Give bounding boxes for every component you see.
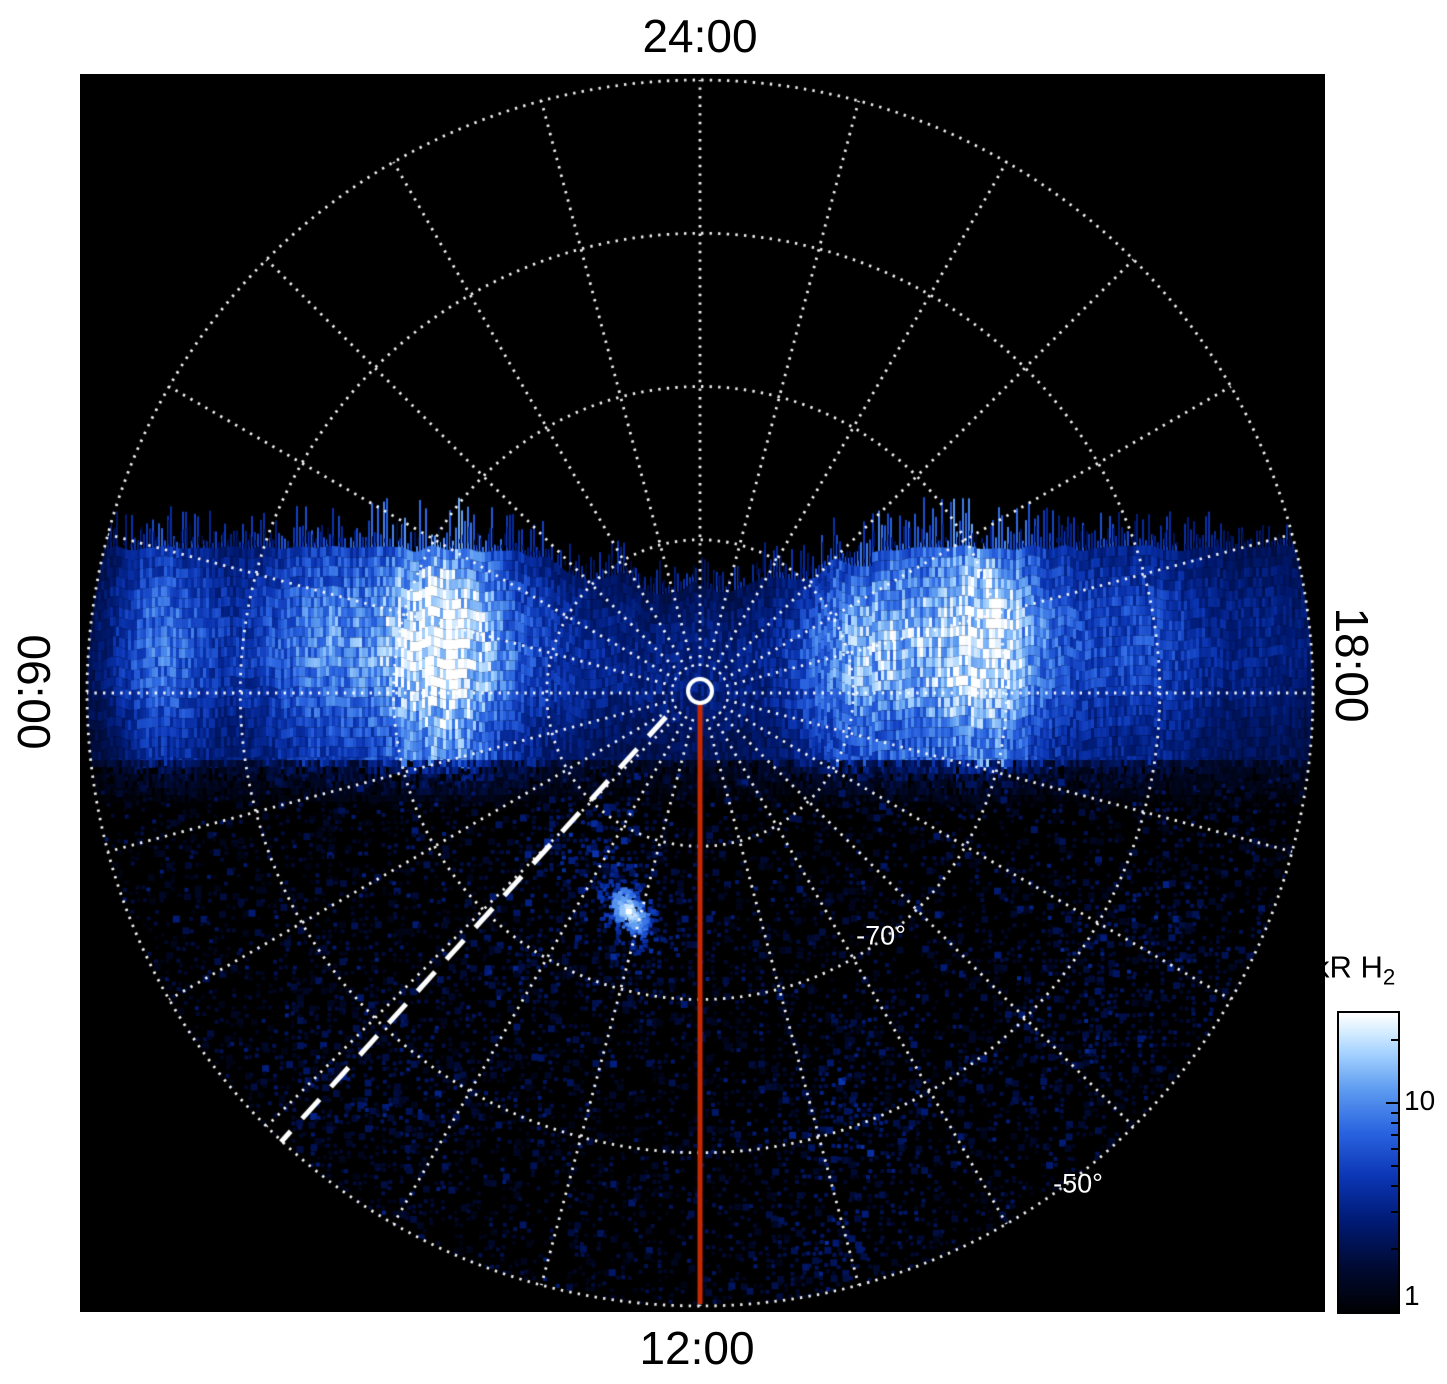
colorbar-tick [1391,1122,1398,1125]
colorbar-tick [1391,1148,1398,1151]
mlt-label-1800: 18:00 [1326,607,1378,723]
mlt-label-0600: 06:00 [8,634,60,750]
colorbar-tick [1391,1039,1398,1042]
colorbar-title-main: kR H [1314,949,1383,985]
colorbar-tick [1391,1185,1398,1188]
colorbar-tick [1391,1164,1398,1167]
colorbar-tick-label-1: 1 [1404,1280,1420,1311]
colorbar-tick [1386,1309,1398,1311]
lat-label-minus50: -50° [1053,1168,1103,1199]
lat-label-minus70: -70° [856,920,906,951]
colorbar-title: kR H2 [1314,949,1395,990]
colorbar-tick [1391,1248,1398,1251]
colorbar-tick [1391,1211,1398,1214]
mlt-label-1200: 12:00 [639,1322,755,1374]
mlt-label-2400: 24:00 [642,10,758,62]
colorbar-tick-label-10: 10 [1404,1085,1436,1116]
colorbar [1337,1011,1400,1314]
polar-plot-area: -70° -50° [80,74,1325,1312]
polar-emission-canvas [80,74,1325,1312]
colorbar-gradient [1339,1013,1398,1312]
colorbar-tick [1391,1111,1398,1114]
colorbar-tick [1386,1102,1398,1105]
colorbar-title-sub: 2 [1382,964,1396,990]
colorbar-tick [1391,1134,1398,1137]
